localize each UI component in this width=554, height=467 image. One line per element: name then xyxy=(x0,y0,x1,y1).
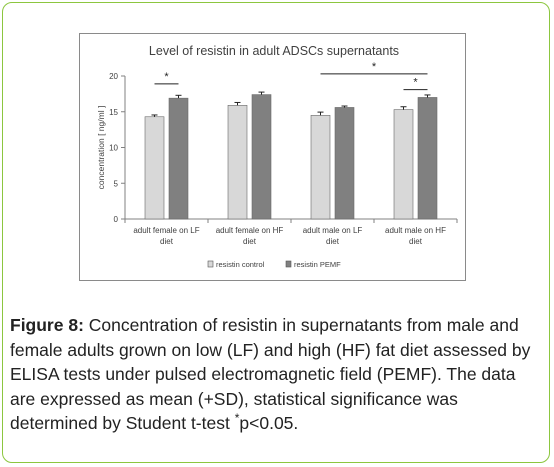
x-tick-label: adult female on HF xyxy=(216,226,284,235)
resistin-bar-chart: Level of resistin in adult ADSCs superna… xyxy=(96,44,458,269)
caption-text-end: p<0.05. xyxy=(239,413,299,433)
y-tick-label: 20 xyxy=(109,72,118,81)
legend-label-pemf: resistin PEMF xyxy=(294,260,341,269)
caption-text: Concentration of resistin in supernatant… xyxy=(10,315,531,433)
bar-control xyxy=(393,109,414,220)
x-tick-label: diet xyxy=(409,237,423,246)
y-tick-label: 15 xyxy=(109,108,118,117)
figure-caption: Figure 8: Concentration of resistin in s… xyxy=(10,313,540,436)
y-tick-label: 0 xyxy=(114,215,119,224)
legend-swatch-control xyxy=(207,260,214,268)
x-tick-label: adult female on LF xyxy=(133,226,199,235)
figure-label: Figure 8: xyxy=(10,315,84,335)
y-tick-label: 5 xyxy=(114,179,119,188)
x-tick-label: diet xyxy=(160,237,174,246)
bar-pemf xyxy=(168,97,189,220)
significance-star: * xyxy=(164,71,169,83)
x-tick-label: adult male on LF xyxy=(303,226,363,235)
chart-title: Level of resistin in adult ADSCs superna… xyxy=(149,44,399,58)
bar-pemf xyxy=(334,107,355,220)
x-tick-label: diet xyxy=(326,237,340,246)
bar-pemf xyxy=(417,97,438,220)
y-tick-label: 10 xyxy=(109,144,118,153)
caption-star: * xyxy=(234,411,240,426)
significance-star: * xyxy=(413,77,418,89)
y-axis-label: concentration [ ng/ml ] xyxy=(96,106,106,190)
x-tick-label: diet xyxy=(243,237,257,246)
bar-pemf xyxy=(251,94,272,220)
legend-label-control: resistin control xyxy=(216,260,265,269)
chart-container: Level of resistin in adult ADSCs superna… xyxy=(79,33,466,281)
bar-control xyxy=(144,116,165,220)
significance-star: * xyxy=(372,61,377,73)
bar-control xyxy=(310,115,331,220)
legend-swatch-pemf xyxy=(285,260,292,268)
bar-control xyxy=(227,105,248,220)
x-tick-label: adult male on HF xyxy=(385,226,446,235)
